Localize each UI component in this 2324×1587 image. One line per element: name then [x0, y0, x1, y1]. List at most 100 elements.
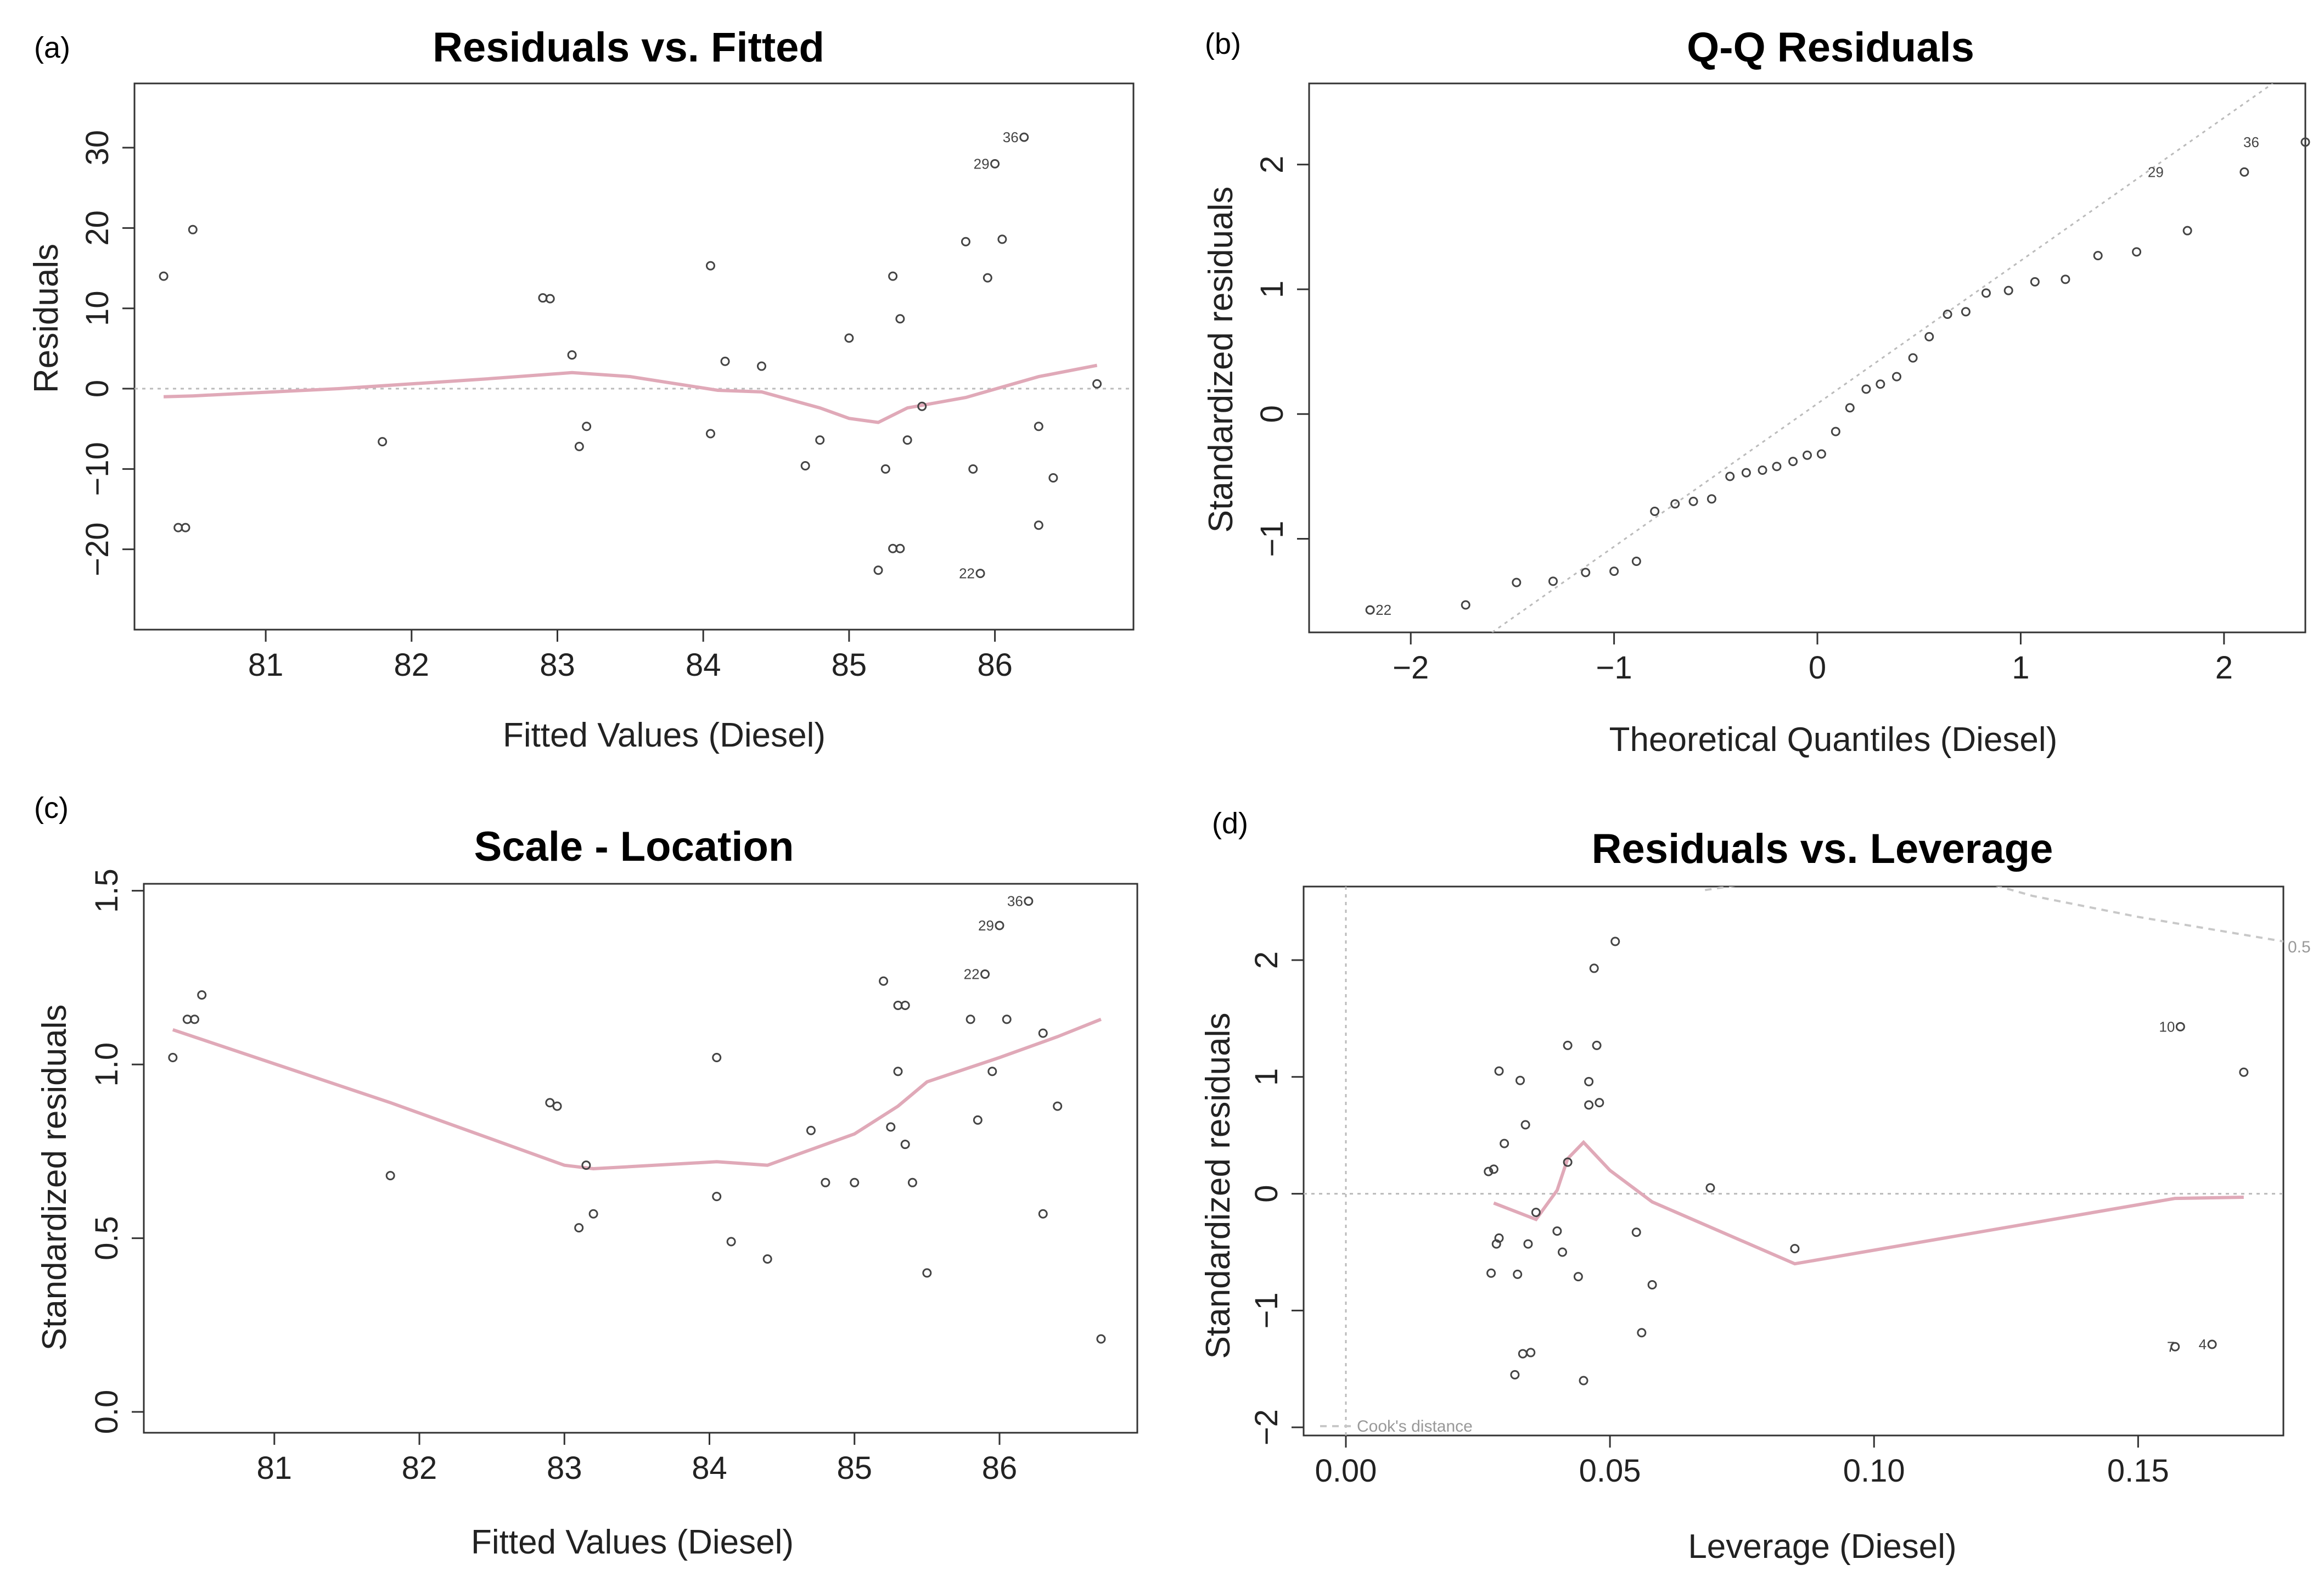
- data-point: [705, 261, 715, 271]
- data-point: [1595, 1098, 1604, 1108]
- x-tick-label: 2: [2215, 650, 2233, 686]
- data-point: [1592, 1040, 1602, 1050]
- data-point: [2207, 1339, 2217, 1349]
- chart-title-d: Residuals vs. Leverage: [1592, 826, 2053, 872]
- data-point: [2003, 285, 2013, 295]
- panel-label-d: (d): [1212, 807, 1248, 840]
- x-axis-label-a: Fitted Values (Diesel): [503, 716, 826, 754]
- data-point: [1552, 1226, 1562, 1236]
- point-label: 29: [978, 917, 994, 934]
- cooks-distance-legend-label: Cook's distance: [1357, 1417, 1473, 1435]
- data-point: [907, 1177, 917, 1187]
- data-point: [1515, 1075, 1525, 1085]
- data-points-a: [159, 132, 1102, 579]
- point-label: 22: [1376, 602, 1391, 618]
- data-point: [1002, 1014, 1012, 1024]
- smooth-trend-line: [172, 1018, 1102, 1171]
- y-axis-d: −2 −1 0 1 2: [1249, 951, 1304, 1445]
- data-point: [987, 1067, 997, 1076]
- y-axis-label-d: Standardized residuals: [1199, 1013, 1237, 1359]
- data-point: [900, 1001, 910, 1011]
- y-axis-c: 0.0 0.5 1.0 1.5: [89, 868, 144, 1434]
- data-point: [1523, 1239, 1533, 1249]
- data-point: [1670, 499, 1680, 509]
- data-points-c: [168, 896, 1106, 1344]
- x-axis-label-b: Theoretical Quantiles (Diesel): [1609, 721, 2058, 759]
- data-point: [893, 1067, 903, 1076]
- data-point: [545, 1098, 555, 1108]
- data-point: [1510, 1370, 1520, 1379]
- data-point: [712, 1052, 722, 1062]
- data-point: [574, 441, 584, 451]
- data-point: [961, 237, 970, 246]
- data-point: [900, 1140, 910, 1149]
- data-point: [1725, 472, 1735, 481]
- y-tick-label: 0: [80, 380, 115, 397]
- data-point: [895, 543, 905, 553]
- data-point: [968, 464, 978, 474]
- data-point: [1845, 403, 1855, 413]
- chart-title-c: Scale - Location: [474, 823, 794, 870]
- data-point: [973, 1115, 983, 1125]
- point-label: 7: [2167, 1338, 2175, 1355]
- data-point: [1526, 1348, 1536, 1358]
- x-tick-label: 84: [692, 1450, 727, 1486]
- data-point: [888, 271, 898, 281]
- data-point: [1981, 288, 1991, 298]
- data-point: [1513, 1269, 1523, 1279]
- data-point: [378, 437, 388, 447]
- data-point: [1558, 1247, 1568, 1257]
- x-axis-d: 0.00 0.05 0.10 0.15: [1315, 1435, 2169, 1489]
- data-point: [588, 1209, 598, 1219]
- data-point: [2093, 251, 2103, 261]
- chart-title-b: Q-Q Residuals: [1687, 24, 1974, 71]
- x-tick-label: −2: [1393, 650, 1429, 686]
- data-point: [574, 1223, 584, 1233]
- data-point: [1034, 520, 1043, 530]
- data-point: [922, 1268, 932, 1278]
- panel-label-c: (c): [34, 792, 69, 825]
- data-point: [197, 990, 207, 1000]
- y-tick-label: 1: [1254, 281, 1290, 298]
- data-point: [895, 314, 905, 324]
- data-point: [1861, 384, 1871, 394]
- x-tick-label: 84: [686, 647, 721, 683]
- data-point: [1548, 576, 1558, 586]
- point-label: 36: [2243, 134, 2259, 150]
- data-point: [1486, 1268, 1496, 1278]
- data-point: [1831, 427, 1840, 436]
- y-tick-label: 10: [80, 290, 115, 326]
- panel-label-b: (b): [1205, 27, 1241, 60]
- data-point: [1563, 1040, 1573, 1050]
- x-tick-label: 86: [977, 647, 1013, 683]
- data-point: [168, 1052, 178, 1062]
- data-point: [159, 271, 169, 281]
- data-point: [1647, 1280, 1657, 1290]
- data-point: [1688, 496, 1698, 506]
- point-labels-c: 36 29 22: [964, 893, 1023, 983]
- data-point: [756, 361, 766, 371]
- y-tick-label: −1: [1249, 1292, 1284, 1328]
- data-point: [1705, 1183, 1715, 1193]
- y-tick-label: 0: [1254, 405, 1290, 423]
- plot-frame-c: [143, 883, 1138, 1434]
- data-point: [1038, 1028, 1048, 1038]
- point-label: 29: [974, 155, 990, 172]
- y-axis-label-c: Standardized residuals: [36, 1005, 74, 1351]
- panel-residuals-vs-leverage: (d) Residuals vs. Leverage 0.00 0.05 0.10 0…: [1199, 807, 2311, 1566]
- data-point: [1494, 1233, 1504, 1243]
- data-point: [1500, 1139, 1509, 1148]
- data-point: [844, 333, 854, 343]
- smooth-lines-a: [164, 363, 1098, 424]
- data-point: [1579, 1376, 1588, 1386]
- data-point: [1019, 132, 1029, 142]
- y-tick-label: −2: [1249, 1409, 1284, 1445]
- data-point: [1816, 449, 1826, 459]
- y-axis-b: −1 0 1 2: [1254, 156, 1309, 557]
- data-point: [1584, 1100, 1594, 1110]
- point-label: 29: [2148, 164, 2164, 180]
- point-label: 36: [1007, 893, 1023, 910]
- data-point: [1563, 1157, 1573, 1167]
- y-axis-a: −20 −10 0 10 20 30: [80, 130, 134, 576]
- y-tick-label: 0: [1249, 1185, 1284, 1202]
